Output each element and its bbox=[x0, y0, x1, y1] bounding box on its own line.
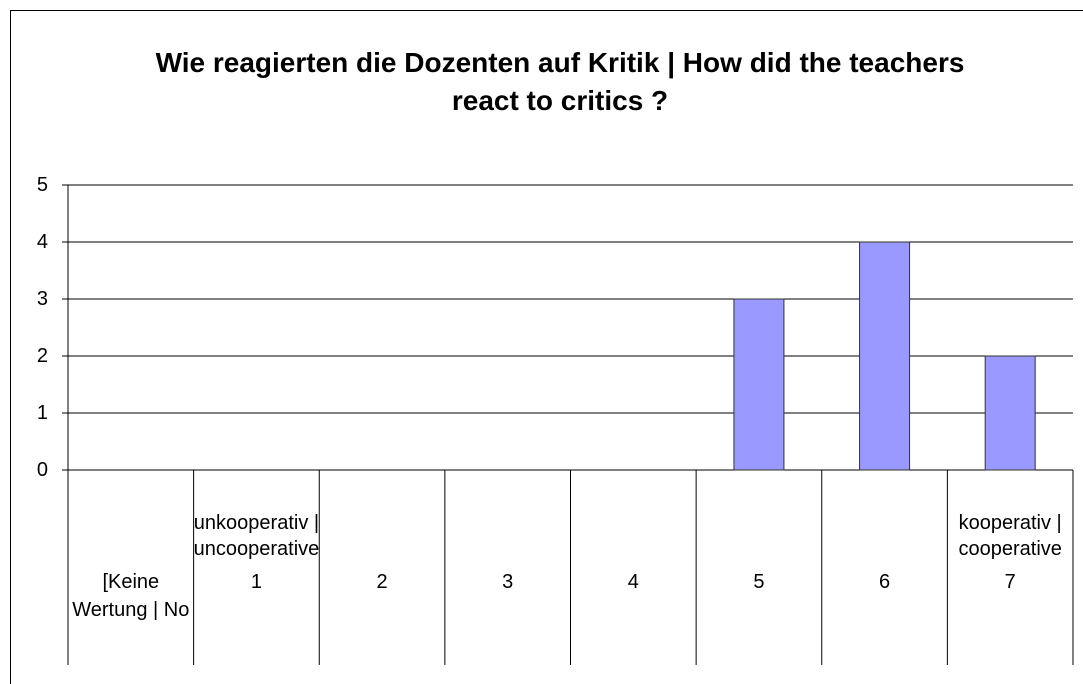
x-tick-label: 6 bbox=[879, 571, 891, 593]
chart-title: Wie reagierten die Dozenten auf Kritik |… bbox=[155, 47, 965, 116]
frame bbox=[10, 10, 1083, 684]
y-tick-label: 4 bbox=[36, 231, 48, 253]
x-tick-label: 5 bbox=[753, 571, 765, 593]
bar bbox=[733, 298, 785, 471]
y-tick-label: 5 bbox=[36, 174, 48, 196]
y-tick-label: 1 bbox=[36, 402, 48, 424]
x-tick-label: 2 bbox=[376, 571, 388, 593]
x-tick-label: 4 bbox=[627, 571, 639, 593]
y-tick-label: 0 bbox=[36, 459, 48, 481]
x-tick-label: 3 bbox=[502, 571, 514, 593]
y-tick-label: 3 bbox=[36, 288, 48, 310]
x-tick-label: 1 bbox=[250, 571, 262, 593]
x-tick-label: [Keine Wertung | No bbox=[72, 571, 190, 621]
bar bbox=[984, 355, 1036, 471]
x-tick-label: 7 bbox=[1004, 571, 1016, 593]
y-tick-label: 2 bbox=[36, 345, 48, 367]
category-sublabel: kooperativ | cooperative bbox=[958, 512, 1062, 560]
bar bbox=[859, 241, 911, 471]
category-sublabel: unkooperativ | uncooperative bbox=[193, 512, 320, 560]
